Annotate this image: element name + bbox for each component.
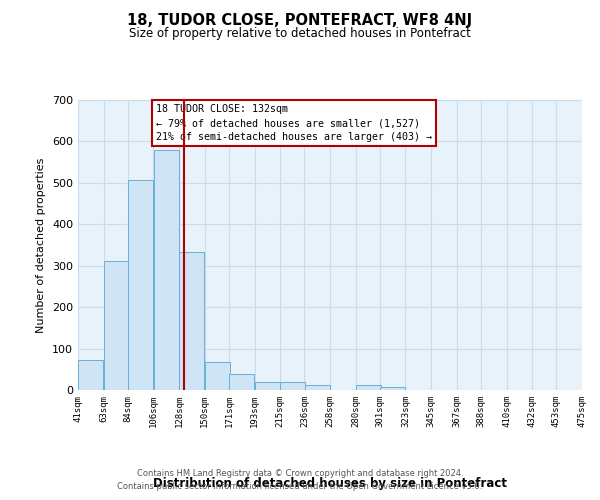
Bar — [78, 360, 103, 390]
Y-axis label: Number of detached properties: Number of detached properties — [37, 158, 46, 332]
Bar — [154, 150, 179, 390]
Bar — [255, 382, 280, 390]
Bar — [229, 374, 254, 390]
Text: 18 TUDOR CLOSE: 132sqm
← 79% of detached houses are smaller (1,527)
21% of semi-: 18 TUDOR CLOSE: 132sqm ← 79% of detached… — [156, 104, 432, 142]
Text: Size of property relative to detached houses in Pontefract: Size of property relative to detached ho… — [129, 28, 471, 40]
Bar — [280, 382, 305, 390]
Text: Contains HM Land Registry data © Crown copyright and database right 2024.: Contains HM Land Registry data © Crown c… — [137, 468, 463, 477]
Bar — [305, 385, 330, 390]
X-axis label: Distribution of detached houses by size in Pontefract: Distribution of detached houses by size … — [153, 477, 507, 490]
Bar — [356, 385, 381, 390]
Text: 18, TUDOR CLOSE, PONTEFRACT, WF8 4NJ: 18, TUDOR CLOSE, PONTEFRACT, WF8 4NJ — [127, 12, 473, 28]
Text: Contains public sector information licensed under the Open Government Licence v3: Contains public sector information licen… — [118, 482, 482, 491]
Bar — [179, 252, 204, 390]
Bar — [205, 362, 230, 390]
Bar — [380, 386, 405, 390]
Bar — [104, 261, 129, 390]
Bar — [128, 180, 153, 390]
